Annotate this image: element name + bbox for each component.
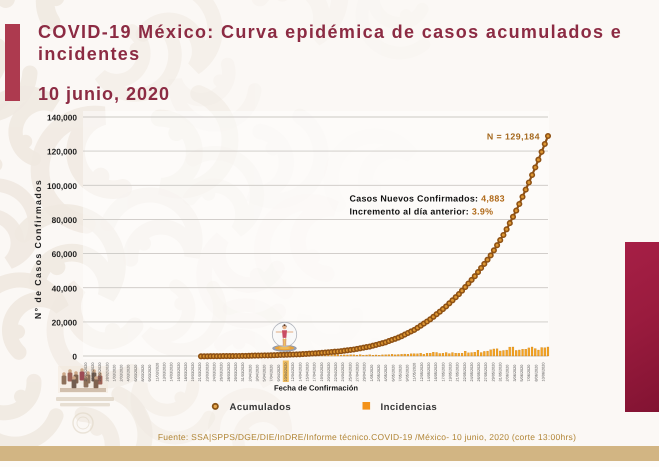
svg-text:14/04/2020: 14/04/2020: [298, 362, 302, 381]
svg-text:40,000: 40,000: [52, 283, 78, 293]
svg-text:5/06/2020: 5/06/2020: [520, 365, 524, 382]
svg-text:9/04/2020: 9/04/2020: [277, 365, 281, 382]
svg-text:10/06/2020: 10/06/2020: [541, 362, 545, 381]
svg-text:17/05/2020: 17/05/2020: [441, 362, 445, 381]
svg-text:31/03/2020: 31/03/2020: [241, 362, 245, 381]
svg-text:100,000: 100,000: [47, 181, 77, 191]
svg-text:12/04/2020: 12/04/2020: [291, 362, 295, 381]
svg-text:17/04/2020: 17/04/2020: [313, 362, 317, 381]
svg-text:N = 129,184: N = 129,184: [487, 132, 540, 142]
svg-text:120,000: 120,000: [47, 147, 77, 157]
svg-text:14/05/2020: 14/05/2020: [427, 362, 431, 381]
svg-text:28/02/2020: 28/02/2020: [105, 362, 109, 381]
svg-text:14/03/2020: 14/03/2020: [170, 362, 174, 381]
svg-text:11/05/2020: 11/05/2020: [413, 363, 417, 382]
svg-text:18/03/2020: 18/03/2020: [184, 362, 188, 381]
svg-text:10/04/2020: 10/04/2020: [284, 362, 288, 381]
svg-text:19/04/2020: 19/04/2020: [320, 362, 324, 381]
svg-text:28/03/2020: 28/03/2020: [227, 362, 231, 381]
svg-text:25/04/2020: 25/04/2020: [348, 362, 352, 381]
svg-text:24/05/2020: 24/05/2020: [470, 362, 474, 381]
svg-text:19/03/2020: 19/03/2020: [191, 362, 195, 381]
svg-text:29/05/2020: 29/05/2020: [491, 362, 495, 381]
svg-text:Incidencias: Incidencias: [381, 402, 438, 413]
svg-text:24/03/2020: 24/03/2020: [213, 362, 217, 381]
svg-text:27/05/2020: 27/05/2020: [484, 362, 488, 381]
svg-text:13/03/2020: 13/03/2020: [162, 362, 166, 381]
svg-text:26/05/2020: 26/05/2020: [477, 362, 481, 381]
svg-text:29/03/2020: 29/03/2020: [234, 362, 238, 381]
svg-text:Fecha de Confirmación: Fecha de Confirmación: [274, 384, 358, 393]
svg-text:9/05/2020: 9/05/2020: [406, 365, 410, 382]
svg-text:7/05/2020: 7/05/2020: [398, 365, 402, 382]
svg-text:21/05/2020: 21/05/2020: [456, 362, 460, 381]
svg-text:3/06/2020: 3/06/2020: [513, 365, 517, 382]
svg-text:29/04/2020: 29/04/2020: [363, 362, 367, 381]
svg-text:80,000: 80,000: [52, 215, 78, 225]
svg-text:3/04/2020: 3/04/2020: [255, 365, 259, 382]
svg-text:27/04/2020: 27/04/2020: [356, 362, 360, 381]
svg-text:22/05/2020: 22/05/2020: [463, 362, 467, 381]
svg-text:8/03/2020: 8/03/2020: [141, 365, 145, 382]
svg-text:Incremento al día anterior: 3.: Incremento al día anterior: 3.9%: [350, 207, 494, 217]
svg-text:2/04/2020: 2/04/2020: [248, 365, 252, 382]
svg-text:26/03/2020: 26/03/2020: [220, 362, 224, 381]
svg-text:2/06/2020: 2/06/2020: [506, 365, 510, 382]
svg-text:22/04/2020: 22/04/2020: [334, 362, 338, 381]
svg-text:9/03/2020: 9/03/2020: [148, 365, 152, 382]
svg-text:2/03/2020: 2/03/2020: [120, 365, 124, 382]
svg-text:5/04/2020: 5/04/2020: [263, 365, 267, 382]
svg-text:4/05/2020: 4/05/2020: [384, 365, 388, 382]
svg-text:2/05/2020: 2/05/2020: [377, 365, 381, 382]
svg-text:20/04/2020: 20/04/2020: [327, 362, 331, 381]
svg-text:21/03/2020: 21/03/2020: [198, 362, 202, 381]
svg-text:1/03/2020: 1/03/2020: [112, 365, 116, 382]
svg-text:31/05/2020: 31/05/2020: [499, 362, 503, 381]
svg-text:60,000: 60,000: [52, 249, 78, 259]
svg-text:20,000: 20,000: [52, 318, 78, 328]
svg-text:140,000: 140,000: [47, 113, 77, 123]
svg-text:16/05/2020: 16/05/2020: [434, 362, 438, 381]
svg-text:Fuente: SSA|SPPS/DGE/DIE/InDRE: Fuente: SSA|SPPS/DGE/DIE/InDRE/Informe t…: [158, 432, 576, 442]
svg-text:26/02/2020: 26/02/2020: [98, 362, 102, 381]
svg-text:11/03/2020: 11/03/2020: [155, 363, 159, 382]
svg-text:7/06/2020: 7/06/2020: [527, 365, 531, 382]
svg-text:Acumulados: Acumulados: [230, 402, 292, 413]
svg-text:1/05/2020: 1/05/2020: [370, 365, 374, 382]
svg-text:15/04/2020: 15/04/2020: [305, 362, 309, 381]
svg-text:N° de Casos Confirmados: N° de Casos Confirmados: [33, 179, 43, 319]
svg-text:8/06/2020: 8/06/2020: [534, 365, 538, 382]
svg-text:16/03/2020: 16/03/2020: [177, 362, 181, 381]
svg-text:23/03/2020: 23/03/2020: [205, 362, 209, 381]
svg-text:12/05/2020: 12/05/2020: [420, 362, 424, 381]
svg-text:6/03/2020: 6/03/2020: [134, 365, 138, 382]
svg-text:7/04/2020: 7/04/2020: [270, 365, 274, 382]
svg-text:25/02/2020: 25/02/2020: [91, 362, 95, 381]
svg-text:6/05/2020: 6/05/2020: [391, 365, 395, 382]
svg-text:4/03/2020: 4/03/2020: [127, 365, 131, 382]
svg-text:19/05/2020: 19/05/2020: [448, 362, 452, 381]
svg-text:23/02/2020: 23/02/2020: [84, 362, 88, 381]
svg-text:0: 0: [72, 352, 77, 362]
svg-text:Casos Nuevos Confirmados: 4,88: Casos Nuevos Confirmados: 4,883: [350, 194, 505, 204]
svg-text:24/04/2020: 24/04/2020: [341, 362, 345, 381]
